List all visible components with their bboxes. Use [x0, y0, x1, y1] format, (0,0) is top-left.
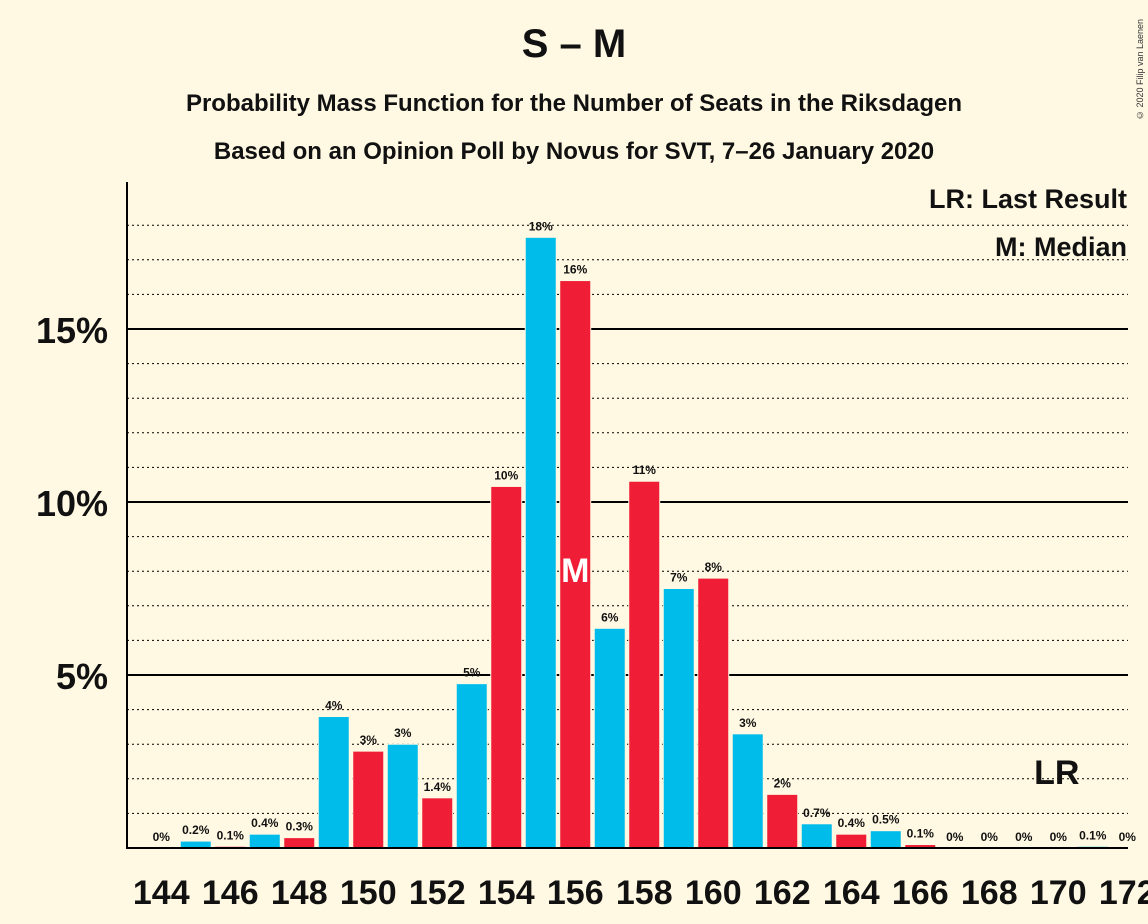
x-tick-label: 170	[1030, 874, 1087, 912]
x-tick-label: 144	[133, 874, 190, 912]
bar-value-label: 3%	[739, 716, 757, 730]
bar-value-label: 3%	[394, 726, 412, 740]
bar-seat-155	[524, 236, 557, 849]
bar-seat-158	[628, 480, 661, 849]
bar-seat-145	[179, 840, 212, 849]
legend-entry: LR: Last Result	[929, 184, 1127, 214]
x-tick-label: 168	[961, 874, 1018, 912]
bar-value-label: 0.4%	[251, 816, 279, 830]
bar-seat-151	[386, 743, 419, 849]
bar-value-label: 5%	[463, 666, 481, 680]
bar-seat-160	[697, 577, 730, 849]
y-tick-label: 10%	[36, 483, 108, 524]
bar-value-label: 6%	[601, 610, 619, 624]
bar-seat-150	[352, 750, 385, 849]
x-tick-label: 162	[754, 874, 811, 912]
bar-value-label: 7%	[670, 571, 688, 585]
bar-value-label: 16%	[563, 263, 587, 277]
bar-value-label: 2%	[774, 776, 792, 790]
bar-seat-152	[421, 797, 454, 849]
bar-seat-154	[490, 485, 523, 849]
bar-seat-161	[731, 733, 764, 849]
legend-entry: M: Median	[995, 232, 1127, 262]
x-tick-label: 150	[340, 874, 397, 912]
x-tick-label: 166	[892, 874, 949, 912]
bar-seat-164	[835, 833, 868, 849]
bar-seat-149	[317, 716, 350, 849]
y-tick-label: 15%	[36, 310, 108, 351]
bar-value-label: 0%	[1050, 830, 1068, 844]
bar-value-label: 0.1%	[1079, 828, 1107, 842]
last-result-marker: LR	[1034, 754, 1079, 792]
y-tick-label: 5%	[56, 656, 108, 697]
x-tick-label: 164	[823, 874, 880, 912]
bar-seat-165	[869, 830, 902, 849]
bar-value-label: 0.1%	[907, 827, 935, 841]
bar-value-label: 11%	[633, 463, 657, 477]
bar-value-label: 18%	[529, 219, 553, 233]
x-tick-label: 154	[478, 874, 535, 912]
bar-seat-163	[800, 823, 833, 849]
bar-seat-162	[766, 793, 799, 849]
bar-value-label: 0%	[981, 830, 999, 844]
bar-value-label: 8%	[705, 560, 723, 574]
bar-seat-157	[593, 627, 626, 849]
x-tick-label: 172	[1099, 874, 1148, 912]
bar-value-label: 0.3%	[286, 820, 314, 834]
chart-subtitle-poll: Based on an Opinion Poll by Novus for SV…	[213, 138, 935, 165]
bar-seat-148	[283, 837, 316, 849]
bar-value-label: 0.4%	[838, 816, 866, 830]
chart-title: S – M	[521, 22, 627, 66]
bar-seat-153	[455, 683, 488, 849]
bar-value-label: 0.1%	[217, 828, 245, 842]
x-tick-label: 146	[202, 874, 259, 912]
x-tick-label: 156	[547, 874, 604, 912]
bar-value-label: 10%	[494, 468, 518, 482]
bar-value-label: 3%	[360, 733, 378, 747]
bar-value-label: 0%	[946, 830, 964, 844]
x-tick-label: 158	[616, 874, 673, 912]
x-tick-label: 152	[409, 874, 466, 912]
bar-value-label: 0%	[1015, 830, 1033, 844]
chart-subtitle: Probability Mass Function for the Number…	[185, 90, 963, 117]
bar-seat-156	[559, 280, 592, 849]
bar-value-label: 0%	[1119, 830, 1137, 844]
bar-value-label: 0.5%	[872, 813, 900, 827]
bar-value-label: 1.4%	[424, 780, 452, 794]
bar-value-label: 0%	[153, 830, 171, 844]
bar-seat-159	[662, 588, 695, 849]
bar-value-label: 0.2%	[182, 823, 210, 837]
bar-seat-147	[248, 833, 281, 849]
x-tick-label: 148	[271, 874, 328, 912]
x-tick-label: 160	[685, 874, 742, 912]
median-marker: M	[561, 552, 589, 590]
bar-value-label: 0.7%	[803, 806, 831, 820]
bar-value-label: 4%	[325, 699, 343, 713]
